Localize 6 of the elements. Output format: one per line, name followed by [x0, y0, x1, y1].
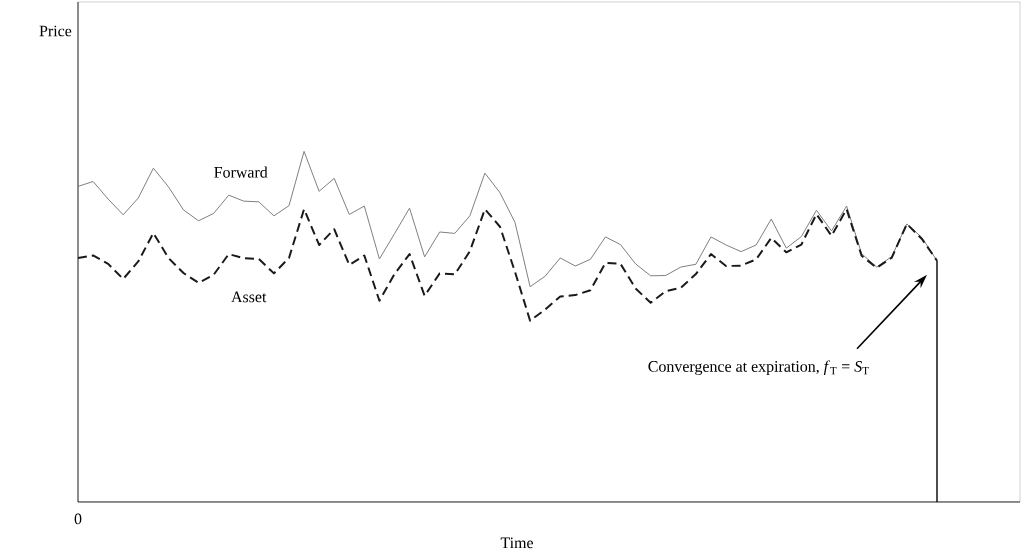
text: Price [39, 25, 72, 37]
series-label: Forward [214, 166, 268, 178]
annotation: Convergence at expiration, f$_{T}$ = S$_{T}$ [648, 360, 869, 376]
x-axis-title: Time [500, 537, 533, 549]
text: 0 [74, 513, 82, 525]
series-label: Asset [231, 291, 267, 303]
